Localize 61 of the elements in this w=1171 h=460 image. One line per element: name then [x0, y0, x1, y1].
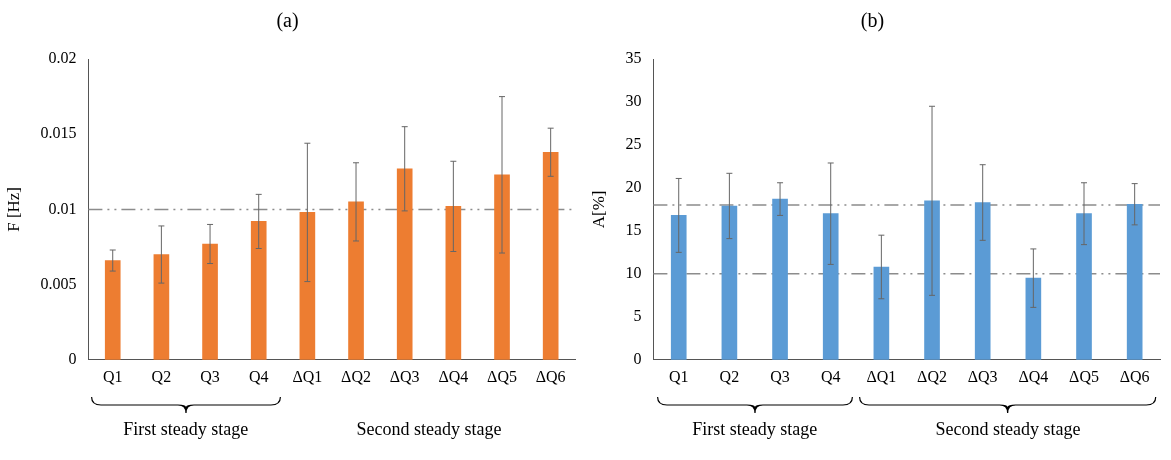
x-tick-label: ΔQ6: [1119, 367, 1150, 385]
x-tick-label: Q3: [770, 367, 790, 385]
x-tick-label: ΔQ3: [967, 367, 998, 385]
x-tick-label: ΔQ2: [917, 367, 947, 385]
x-tick-label: Q1: [668, 367, 689, 385]
bar: [974, 202, 991, 360]
y-tick-label: 35: [625, 49, 642, 67]
bar: [104, 260, 121, 360]
bar: [445, 206, 462, 360]
text: First steady stage: [691, 419, 819, 440]
chart-title: (b): [860, 9, 885, 33]
chart-title: (a): [276, 9, 299, 33]
bar: [153, 254, 170, 360]
x-tick-label: Q4: [248, 367, 269, 385]
x-tick-label: ΔQ5: [487, 367, 517, 385]
text: First steady stage: [122, 419, 250, 440]
x-tick-label: ΔQ3: [389, 367, 420, 385]
bar: [542, 151, 559, 360]
y-axis-title: A[%]: [588, 190, 608, 229]
y-tick-label: 0.005: [40, 274, 77, 292]
x-tick-label: Q4: [820, 367, 841, 385]
bar: [250, 221, 267, 360]
y-axis-title: F [Hz]: [3, 186, 23, 232]
y-tick-label: 0: [633, 350, 642, 367]
bar: [670, 215, 687, 360]
x-tick-label: ΔQ4: [1018, 367, 1049, 385]
y-tick-label: 15: [625, 221, 642, 239]
x-tick-label: ΔQ5: [1069, 367, 1099, 385]
y-tick-label: 5: [633, 307, 642, 325]
bar: [299, 212, 316, 360]
x-tick-label: Q1: [102, 367, 123, 385]
y-tick-label: 10: [625, 264, 642, 282]
bar: [348, 201, 364, 360]
x-tick-label: ΔQ1: [292, 367, 323, 385]
bar: [1126, 203, 1143, 360]
y-tick-label: 0: [68, 350, 77, 367]
y-tick-label: 0.015: [40, 124, 77, 142]
x-tick-label: ΔQ1: [866, 367, 897, 385]
x-tick-label: Q2: [151, 367, 172, 385]
bar: [721, 205, 738, 360]
x-tick-label: ΔQ6: [535, 367, 566, 385]
bar: [873, 266, 890, 360]
bar: [1025, 277, 1042, 360]
bar: [1076, 213, 1092, 360]
bar: [924, 200, 940, 360]
bar: [202, 243, 218, 360]
y-tick-label: 30: [625, 92, 642, 110]
bar: [772, 198, 788, 360]
bar: [822, 213, 839, 360]
y-tick-label: 0.02: [48, 49, 77, 67]
y-tick-label: 0.01: [48, 199, 77, 217]
x-tick-label: ΔQ4: [438, 367, 469, 385]
x-tick-label: ΔQ2: [341, 367, 371, 385]
y-tick-label: 25: [625, 135, 642, 153]
y-tick-label: 20: [625, 178, 642, 196]
bar: [396, 168, 413, 360]
text: Second steady stage: [355, 419, 503, 440]
text: Second steady stage: [934, 419, 1082, 440]
x-tick-label: Q2: [719, 367, 740, 385]
bar: [494, 174, 510, 360]
x-tick-label: Q3: [200, 367, 220, 385]
